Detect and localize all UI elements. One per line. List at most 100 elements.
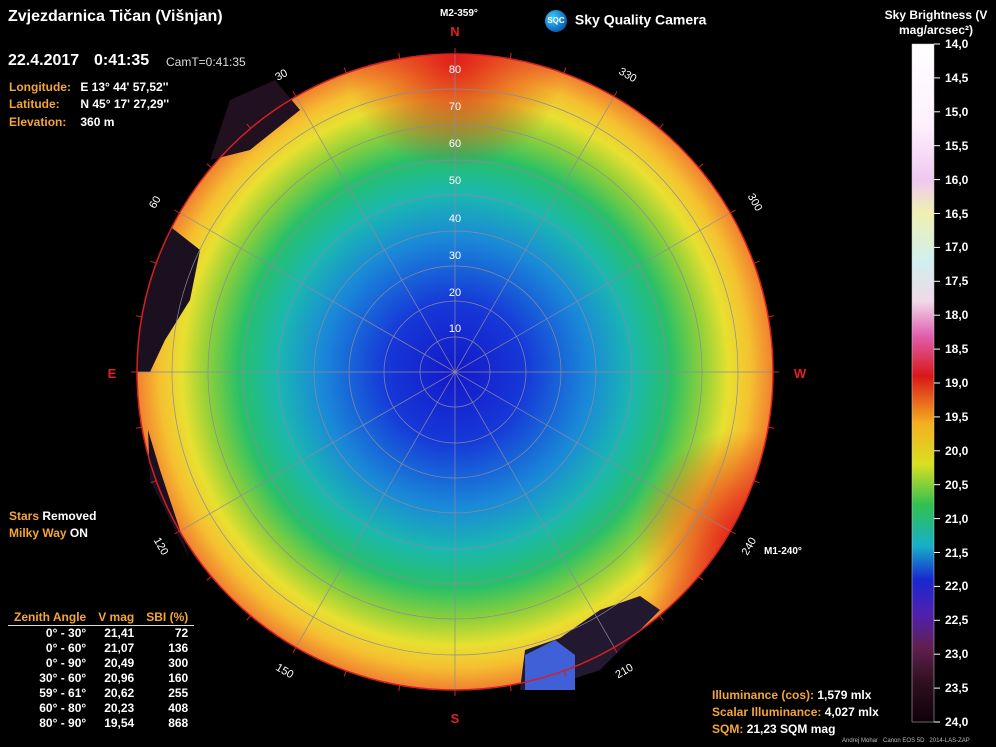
sbi-cell: 300 [168,656,189,670]
marker-m2: M2-359° [440,8,478,19]
colorbar-tick-label: 17,5 [945,274,969,289]
rim-tick [768,426,775,429]
marker-m1: M1-240° [764,546,802,557]
table-row: 0° - 90° 20,49 300 [8,656,194,671]
rim-tick [698,576,704,581]
zenith-range-cell: 0° - 30° [45,626,87,640]
rim-tick [135,426,142,429]
zenith-tick-20: 20 [449,287,461,299]
longitude-label: Longitude: [9,80,71,94]
zenith-tick-80: 80 [449,64,461,76]
colorbar-tick-label: 14,0 [945,37,969,51]
horizon-obstruction-east [137,228,200,372]
rim-tick [698,163,704,168]
rim-tick [135,315,142,318]
brand-name: Sky Quality Camera [574,11,707,28]
table-row: 0° - 60° 21,07 136 [8,641,194,656]
zenith-tick-50: 50 [449,175,461,187]
vmag-cell: 19,54 [104,716,135,730]
illuminance-cos-label: Illuminance (cos): [712,688,815,702]
zenith-tick-30: 30 [449,250,461,262]
colorbar-tick-label: 22,5 [945,613,969,628]
cardinal-south: S [451,711,460,726]
rim-tick [150,480,157,484]
credit-author: Andrej Mohar [842,738,879,744]
table-row: 80° - 90° 19,54 868 [8,716,194,731]
azimuth-label-60: 60 [147,194,164,211]
azimuth-label-210: 210 [614,662,636,682]
sqm-row: SQM: 21,23 SQM mag [712,722,835,736]
azimuth-spokes [137,54,773,690]
scalar-illuminance-label: Scalar Illuminance: [712,705,822,719]
marker-labels: M2-359° M1-240° [440,8,802,557]
rim-tick [292,647,297,653]
camera-time-label: CamT=0:41:35 [166,55,246,69]
vmag-cell: 21,41 [104,626,135,640]
rim-tick [613,91,618,97]
col-sbi: SBI (%) [140,610,195,626]
colorbar-tick-label: 20,5 [945,477,969,492]
rim-tick [563,670,567,677]
rim-tick [509,52,512,59]
time-label: 0:41:35 [94,52,150,69]
colorbar-tick-label: 16,0 [945,172,969,187]
credit-camera: Canon EOS 5D [883,738,925,744]
colorbar-tick-label: 15,5 [945,138,969,153]
colorbar-tick-label: 20,0 [945,443,969,458]
colorbar-tick-label: 18,5 [945,342,969,357]
stars-option: Stars Removed [9,509,96,523]
rim-tick [292,91,297,97]
rim-tick [150,260,157,264]
rim-tick [613,647,618,653]
rim-tick [753,260,760,264]
azimuth-label-30: 30 [273,67,290,84]
elevation-row: Elevation: 360 m [9,115,114,129]
zenith-range-cell: 60° - 80° [39,701,87,715]
colorbar-tick-label: 24,0 [945,715,969,729]
rim-tick [659,615,664,621]
zenith-range-cell: 59° - 61° [39,686,87,700]
zenith-range-cell: 0° - 90° [45,656,87,670]
zenith-tick-60: 60 [449,138,461,150]
col-zenith-angle: Zenith Angle [8,610,93,626]
colorbar-tick-label: 19,5 [945,409,969,424]
scalar-illuminance-row: Scalar Illuminance: 4,027 mlx [712,705,879,719]
elevation-label: Elevation: [9,115,67,129]
zenith-tick-labels: 10 20 30 40 50 60 70 80 [449,64,461,335]
colorbar-ticks [934,43,940,723]
rim-tick [509,685,512,692]
colorbar-tick-label: 21,5 [945,545,969,560]
sbi-cell: 160 [168,671,189,685]
illuminance-cos-value: 1,579 mlx [817,688,872,702]
cardinal-labels: N E W S [108,24,807,726]
credits: Andrej Mohar Canon EOS 5D 2014-LAS-ZAP [842,738,970,744]
sbi-cell: 255 [168,686,189,700]
vmag-cell: 20,23 [104,701,135,715]
scalar-illuminance-value: 4,027 mlx [824,705,879,719]
zenith-tick-10: 10 [449,323,461,335]
rim-tick [206,163,212,168]
rim-tick [246,123,251,129]
azimuth-label-120: 120 [151,536,171,558]
sqm-value: 21,23 SQM mag [746,722,836,736]
sqc-logo-icon: SQC [545,10,567,32]
rim-tick [174,530,180,535]
vmag-cell: 20,49 [104,656,135,670]
colorbar-tick-label: 15,0 [945,104,969,119]
colorbar-tick-label: 22,0 [945,579,969,594]
rim-tick [563,67,567,74]
rim-tick [730,530,736,535]
rim-tick [659,123,664,129]
credit-lens: 2014-LAS-ZAP [929,738,970,744]
colorbar-tick-label: 17,0 [945,240,969,255]
longitude-value: E 13° 44' 57,52'' [80,80,169,94]
milky-way-label: Milky Way [9,526,67,540]
stars-label: Stars [9,509,40,523]
rim-tick [174,209,180,214]
sqm-label: SQM: [712,722,744,736]
colorbar-tick-label: 14,5 [945,70,969,85]
table-row: 59° - 61° 20,62 255 [8,686,194,701]
colorbar-tick-label: 16,5 [945,206,969,221]
rim-tick [343,67,347,74]
